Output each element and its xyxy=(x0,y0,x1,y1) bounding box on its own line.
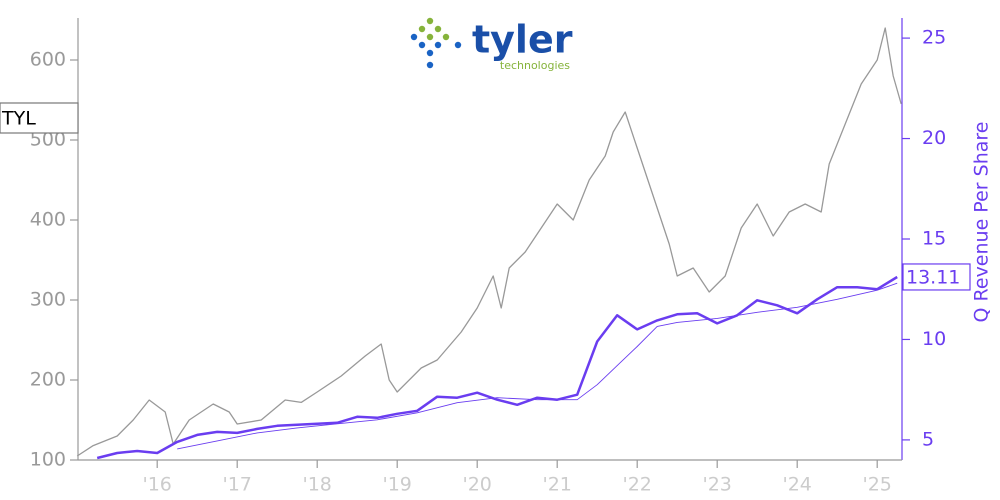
y-tick-label: 600 xyxy=(30,49,66,71)
y2-tick-label: 20 xyxy=(922,127,946,149)
y2-tick-label: 5 xyxy=(922,428,934,450)
series-name-box xyxy=(0,102,79,134)
y-tick-label: 200 xyxy=(30,369,66,391)
y-tick-label: 300 xyxy=(30,289,66,311)
line-series xyxy=(177,282,898,450)
x-tick-label: '20 xyxy=(462,474,491,496)
line-series xyxy=(76,27,902,457)
y2-tick-label: 15 xyxy=(922,228,946,250)
x-tick-label: '25 xyxy=(862,474,891,496)
x-tick-label: '23 xyxy=(702,474,731,496)
y2-tick-label: 25 xyxy=(922,27,946,49)
x-tick-label: '16 xyxy=(142,474,171,496)
y2-axis-label: Q Revenue Per Share xyxy=(971,122,993,323)
x-tick-label: '21 xyxy=(542,474,571,496)
series-name: TYL xyxy=(1,108,36,130)
logo xyxy=(410,17,462,69)
logo-text: tyler xyxy=(472,18,573,62)
y2-tick-label: 10 xyxy=(922,328,946,350)
x-tick-label: '24 xyxy=(782,474,811,496)
x-tick-label: '17 xyxy=(222,474,251,496)
logo-subtext: technologies xyxy=(500,59,570,72)
y-tick-label: 400 xyxy=(30,209,66,231)
y-tick-label: 100 xyxy=(30,449,66,471)
x-tick-label: '22 xyxy=(622,474,651,496)
y-tick-label: 500 xyxy=(30,129,66,151)
value-label: 13.11 xyxy=(906,266,960,288)
x-tick-label: '18 xyxy=(302,474,331,496)
value-label-box xyxy=(902,263,971,291)
x-tick-label: '19 xyxy=(382,474,411,496)
line-series xyxy=(96,275,898,460)
